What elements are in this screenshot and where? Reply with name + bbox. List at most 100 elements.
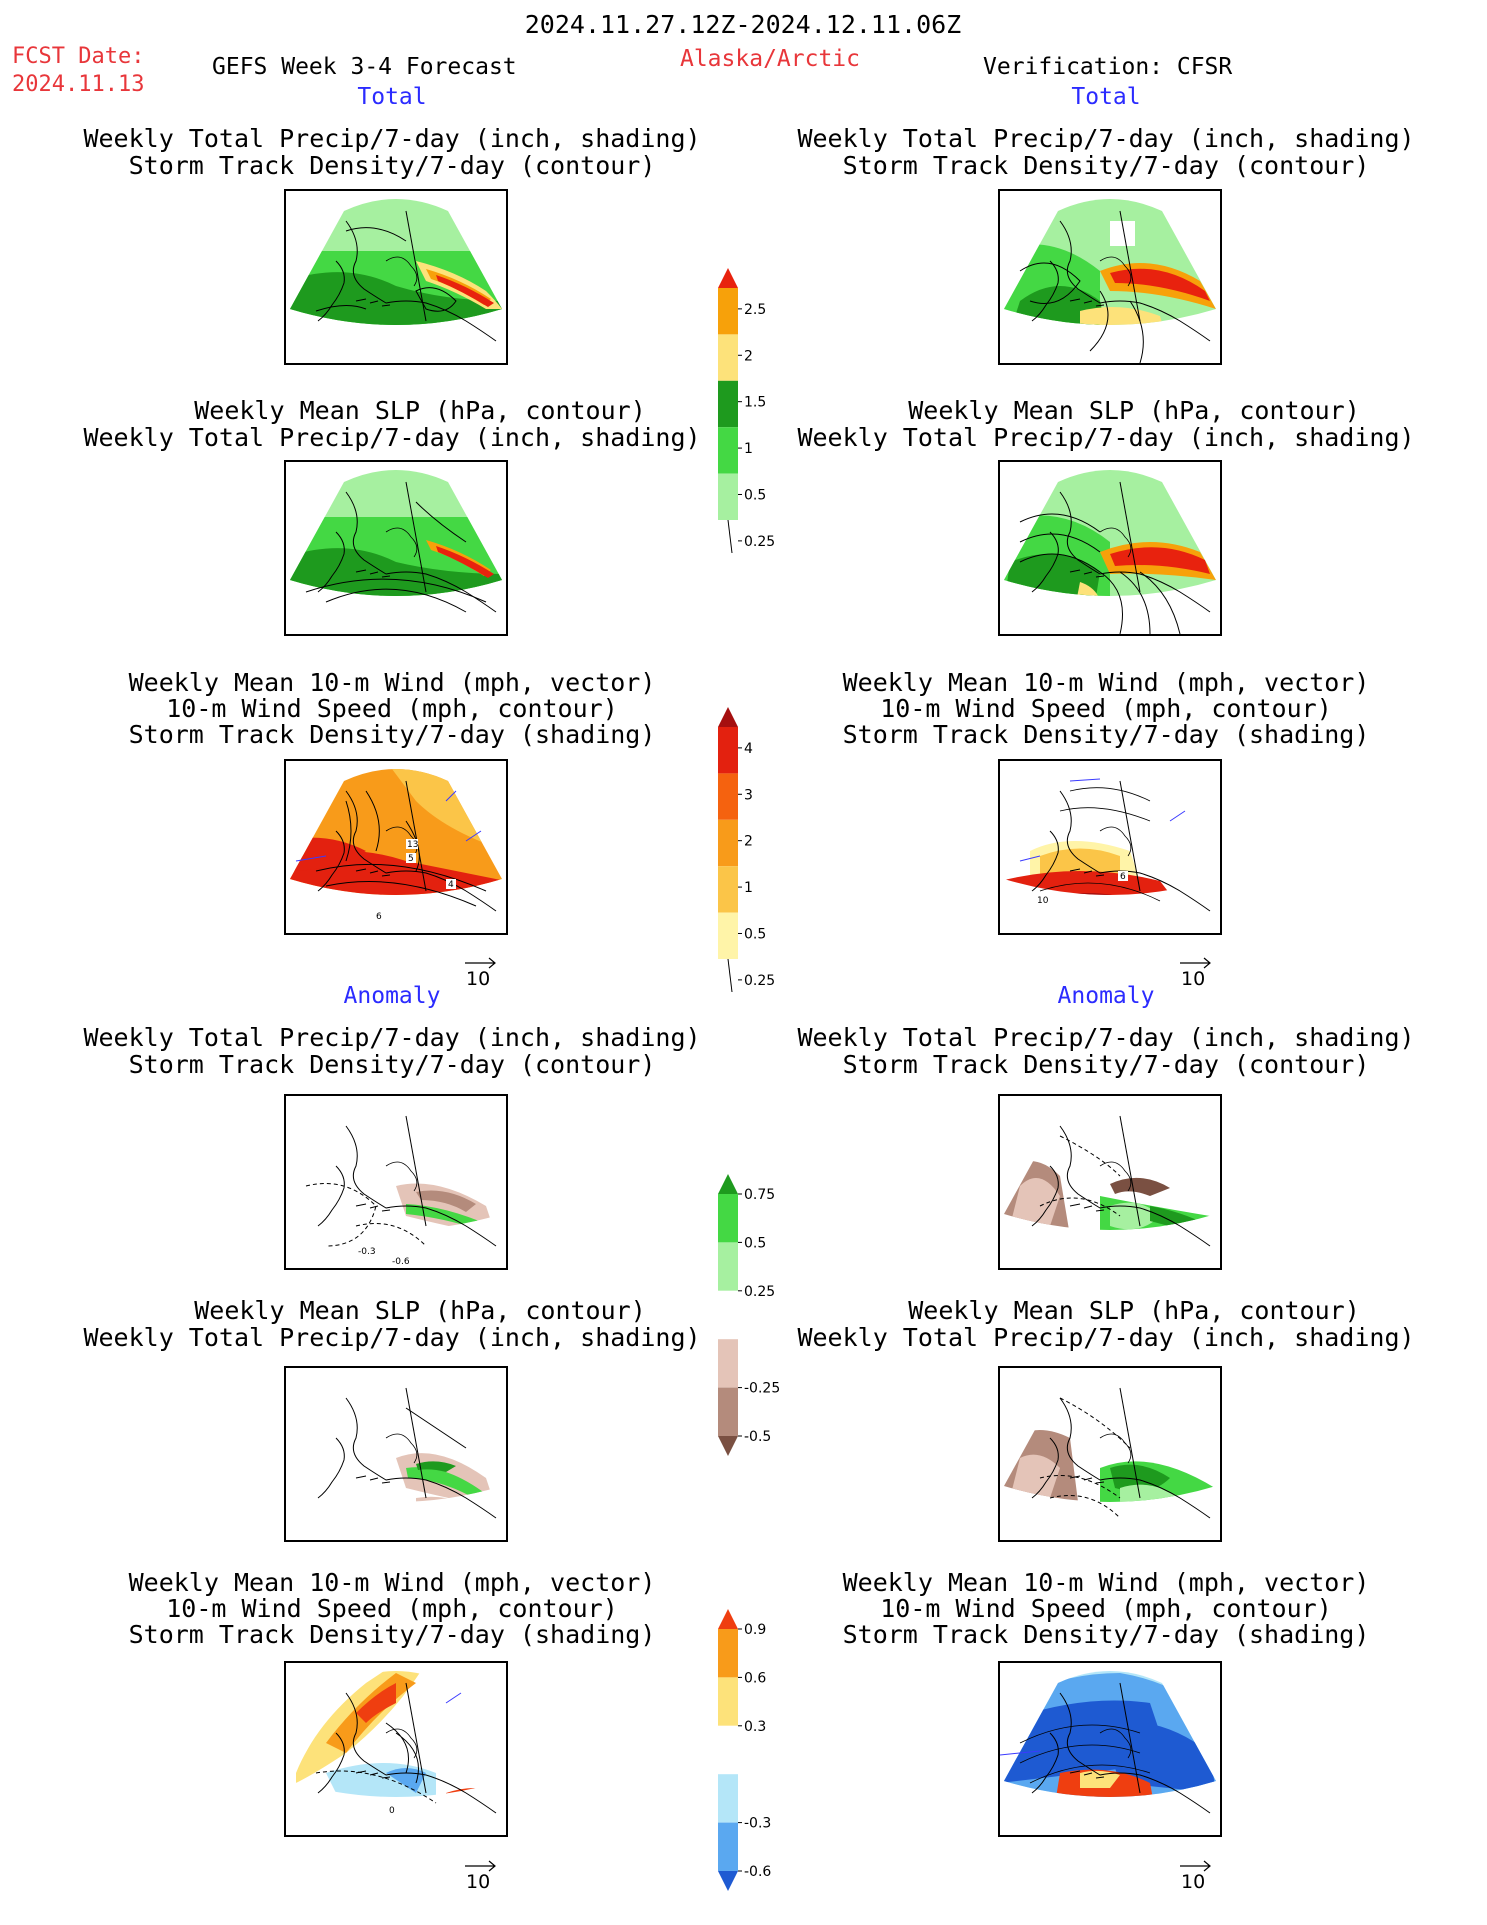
section-total-left: Total (357, 84, 427, 110)
title-r3-right-l2: 10-m Wind Speed (mph, contour) (880, 694, 1332, 723)
precip_anom-label: -0.5 (744, 1429, 771, 1445)
precip_total-segment (718, 380, 738, 428)
colorbar-storm-total: 4 3 2 1 0.5 0.25 (718, 707, 775, 993)
map-r2-right-total-slp-precip (998, 460, 1222, 636)
precip_anom-segment (718, 1290, 738, 1340)
map-r3-left-total-wind-storm: 13 5 4 6 (284, 759, 508, 935)
vector-ref-arrow-r3-right (1180, 957, 1211, 969)
precip_anom-label: 0.75 (744, 1187, 775, 1203)
region-title: Alaska/Arctic (679, 46, 861, 72)
precip_total-segment (718, 427, 738, 474)
precip_anom-label: 0.25 (744, 1284, 775, 1300)
storm_anom-label: -0.6 (744, 1864, 771, 1880)
title-r1-left-l2: Storm Track Density/7-day (contour) (128, 151, 656, 180)
title-r3-left-l1: Weekly Mean 10-m Wind (mph, vector) (128, 668, 656, 697)
storm_anom-segment (718, 1629, 738, 1678)
title-r1-right-l2: Storm Track Density/7-day (contour) (842, 151, 1370, 180)
title-r6-left-l1: Weekly Mean 10-m Wind (mph, vector) (128, 1568, 656, 1597)
fcst-date: 2024.11.13 (12, 72, 145, 97)
title-r3-right-l1: Weekly Mean 10-m Wind (mph, vector) (842, 668, 1370, 697)
vector-ref-arrow-r6-left (465, 1860, 496, 1872)
precip_anom-segment (718, 1242, 738, 1291)
title-r3-left-l3: Storm Track Density/7-day (shading) (128, 720, 656, 749)
storm_anom-segment (718, 1725, 738, 1775)
colorbar-precip-total-cap-top (718, 268, 738, 288)
wind-label-r3r-2: 10 (1037, 896, 1049, 906)
section-anomaly-left: Anomaly (343, 983, 441, 1009)
storm_total-segment (718, 866, 738, 913)
wind-label-r3l-3: 4 (448, 880, 454, 890)
colorbar-precip-anom: 0.750.50.25-0.25-0.5-0.75 (718, 1174, 780, 1456)
storm_total-label: 0.25 (744, 973, 775, 989)
title-r6-right-l3: Storm Track Density/7-day (shading) (842, 1620, 1370, 1649)
storm_total-segment (718, 773, 738, 820)
title-r1-right-l1: Weekly Total Precip/7-day (inch, shading… (797, 124, 1415, 153)
colorbar-storm-anom-cap-top (718, 1609, 738, 1629)
forecast-title: GEFS Week 3-4 Forecast (212, 54, 517, 80)
precip_anom-segment (718, 1339, 738, 1388)
colorbar-storm-anom-cap-bottom (718, 1871, 738, 1891)
map-r4-left-anom-precip-storm: -0.3 -0.6 (284, 1094, 508, 1270)
storm_anom-segment (718, 1677, 738, 1726)
vector-ref-label-r6-right: 10 (1181, 1871, 1206, 1893)
precip_total-segment (718, 334, 738, 381)
precip_anom-label: -0.25 (744, 1381, 780, 1397)
storm_total-segment (718, 912, 738, 959)
precip_anom-label: 0.5 (744, 1235, 766, 1251)
storm_total-label: 3 (744, 787, 753, 803)
title-r3-left-l2: 10-m Wind Speed (mph, contour) (166, 694, 618, 723)
title-r5-right-l1: Weekly Mean SLP (hPa, contour) (908, 1296, 1360, 1325)
title-r2-right-l1: Weekly Mean SLP (hPa, contour) (908, 396, 1360, 425)
precip_total-segment (718, 473, 738, 520)
wind-label-r3l-1: 13 (407, 840, 418, 850)
precip_total-label: 2 (744, 348, 753, 364)
anom-label-r4l-1: -0.3 (358, 1247, 376, 1257)
map-r3-right-total-wind-storm: 6 10 (998, 759, 1222, 935)
colorbar-precip-anom-cap-bottom (718, 1436, 738, 1456)
title-r6-left-l3: Storm Track Density/7-day (shading) (128, 1620, 656, 1649)
title-r1-left-l1: Weekly Total Precip/7-day (inch, shading… (83, 124, 701, 153)
title-r2-left-l1: Weekly Mean SLP (hPa, contour) (194, 396, 646, 425)
vector-ref-label-r3-right: 10 (1181, 968, 1206, 990)
colorbar-storm-total-cap-top (718, 707, 738, 727)
date-range: 2024.11.27.12Z-2024.12.11.06Z (524, 10, 962, 39)
title-r4-left-l1: Weekly Total Precip/7-day (inch, shading… (83, 1023, 701, 1052)
precip_total-label: 1 (744, 441, 753, 457)
storm_anom-label: 0.6 (744, 1670, 766, 1686)
title-r6-right-l1: Weekly Mean 10-m Wind (mph, vector) (842, 1568, 1370, 1597)
storm_anom-label: -0.3 (744, 1816, 771, 1832)
map-r5-right-anom-slp-precip (998, 1366, 1222, 1542)
storm_total-label: 0.5 (744, 926, 766, 942)
colorbar-precip-anom-cap-top (718, 1174, 738, 1194)
precip_total-label: 0.25 (744, 534, 775, 550)
storm_anom-segment (718, 1774, 738, 1823)
verification-label: Verification: CFSR (983, 54, 1233, 80)
map-r6-right-anom-wind-storm (998, 1661, 1222, 1837)
precip_anom-segment (718, 1194, 738, 1243)
map-r1-right-total-precip-storm (998, 189, 1222, 365)
colorbar-storm-anom: 0.90.60.3-0.3-0.6-0.9 (718, 1609, 771, 1891)
anom-label-r6l-1: 0 (389, 1806, 395, 1816)
wind-label-r3l-2: 5 (408, 854, 414, 864)
title-r2-right-l2: Weekly Total Precip/7-day (inch, shading… (797, 423, 1415, 452)
title-r5-left-l2: Weekly Total Precip/7-day (inch, shading… (83, 1323, 701, 1352)
precip_anom-segment (718, 1387, 738, 1436)
section-total-right: Total (1071, 84, 1141, 110)
title-r5-right-l2: Weekly Total Precip/7-day (inch, shading… (797, 1323, 1415, 1352)
title-r4-right-l2: Storm Track Density/7-day (contour) (842, 1050, 1370, 1079)
title-r6-left-l2: 10-m Wind Speed (mph, contour) (166, 1594, 618, 1623)
title-r2-left-l2: Weekly Total Precip/7-day (inch, shading… (83, 423, 701, 452)
precip_total-label: 1.5 (744, 395, 766, 411)
vector-ref-label-r3-left: 10 (466, 968, 491, 990)
precip_total-label: 2.5 (744, 302, 766, 318)
storm_total-segment (718, 819, 738, 867)
vector-ref-label-r6-left: 10 (466, 1871, 491, 1893)
storm_anom-label: 0.3 (744, 1719, 766, 1735)
precip_total-label: 0.5 (744, 487, 766, 503)
storm_total-label: 2 (744, 834, 753, 850)
storm_total-segment (718, 727, 738, 774)
colorbar-precip-total: 2.5 2 1.5 1 0.5 0.25 (718, 268, 775, 554)
wind-label-r3r-1: 6 (1120, 872, 1126, 882)
fcst-label: FCST Date: (12, 44, 145, 69)
title-r4-left-l2: Storm Track Density/7-day (contour) (128, 1050, 656, 1079)
